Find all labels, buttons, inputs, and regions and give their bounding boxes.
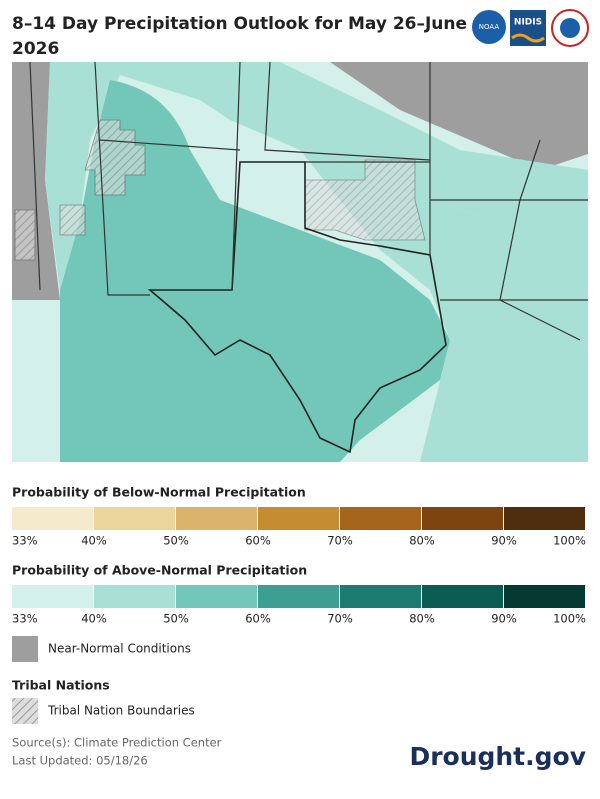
- legend-label: 90%: [491, 612, 517, 626]
- legend-label: 50%: [163, 534, 189, 548]
- zone-40-50: [45, 62, 588, 290]
- legend-swatch: [422, 585, 503, 608]
- updated: Last Updated: 05/18/26: [12, 754, 148, 768]
- legend-swatch: [94, 585, 175, 608]
- tribal-title: Tribal Nations: [12, 678, 110, 693]
- legend-label: 70%: [327, 612, 353, 626]
- legend-label: 90%: [491, 534, 517, 548]
- legend-label: 33%: [12, 534, 38, 548]
- map: [12, 62, 588, 462]
- zone-50-60: [60, 80, 450, 462]
- legend-swatch: [504, 507, 585, 530]
- legend-swatch: [258, 585, 339, 608]
- nidis-text: NIDIS: [514, 18, 542, 28]
- legend-label: 80%: [409, 534, 435, 548]
- texas-outline: [147, 161, 447, 454]
- legend-label: 40%: [81, 534, 107, 548]
- legend-label: 40%: [81, 612, 107, 626]
- logos: NOAA NIDIS: [472, 9, 589, 47]
- title: 2026: [12, 39, 59, 59]
- title: 8–14 Day Precipitation Outlook for May 2…: [12, 14, 491, 34]
- source: Source(s): Climate Prediction Center: [12, 736, 222, 750]
- legend-swatch: [340, 507, 421, 530]
- legend-swatch: [258, 507, 339, 530]
- legend-swatch: [176, 507, 257, 530]
- legend-label: 100%: [553, 612, 586, 626]
- tribal-swatch: [12, 698, 38, 724]
- nws-inner: [560, 18, 580, 38]
- legend-swatch: [176, 585, 257, 608]
- legend-swatch: [340, 585, 421, 608]
- tribal-area: [84, 119, 146, 196]
- legend-title: Probability of Below-Normal Precipitatio…: [12, 485, 306, 500]
- legend-swatch: [94, 507, 175, 530]
- tribal-area: [304, 159, 426, 241]
- brand: Drought.gov: [409, 742, 586, 771]
- noaa-text: NOAA: [479, 23, 500, 31]
- legend-swatch: [422, 507, 503, 530]
- legend-label: 70%: [327, 534, 353, 548]
- near-normal: [330, 62, 588, 170]
- legends: Probability of Below-Normal Precipitatio…: [12, 485, 586, 626]
- legend-label: 60%: [245, 612, 271, 626]
- nidis-wave: [511, 33, 545, 43]
- tribal-area: [14, 204, 86, 261]
- legend-label: 100%: [553, 534, 586, 548]
- legend-swatch: [12, 585, 93, 608]
- tribal-label: Tribal Nation Boundaries: [47, 704, 195, 718]
- noaa-logo: [472, 10, 506, 44]
- state-lines: [29, 62, 588, 341]
- legend-label: 80%: [409, 612, 435, 626]
- legend-swatch: [12, 507, 93, 530]
- near-normal-swatch: [12, 636, 38, 662]
- legend-label: 33%: [12, 612, 38, 626]
- legend-title: Probability of Above-Normal Precipitatio…: [12, 563, 307, 578]
- legend-label: 50%: [163, 612, 189, 626]
- legend-label: 60%: [245, 534, 271, 548]
- legend-swatch: [504, 585, 585, 608]
- near-normal-label: Near-Normal Conditions: [48, 642, 191, 656]
